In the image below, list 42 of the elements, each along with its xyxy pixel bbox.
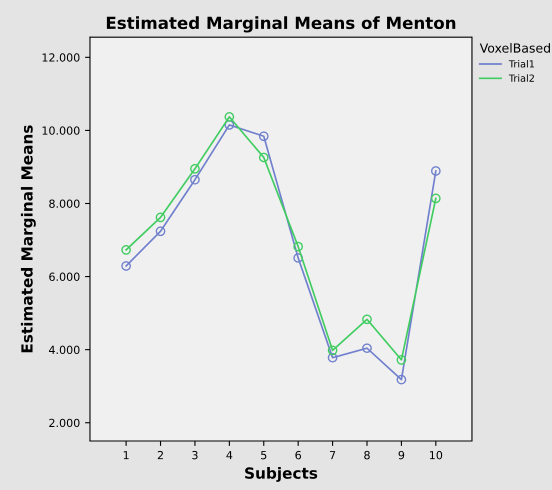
point — [224, 120, 234, 130]
y-tick-label: 12.000 — [42, 53, 80, 62]
point — [293, 242, 304, 252]
legend-label: Trial1 — [508, 60, 534, 68]
point — [430, 166, 441, 176]
y-tick-label: 10.000 — [42, 126, 80, 135]
y-axis-title: Estimated Marginal Means — [20, 125, 36, 352]
point — [430, 194, 441, 204]
point — [190, 164, 200, 174]
x-tick-label: 1 — [124, 451, 129, 460]
point — [121, 245, 131, 255]
point — [156, 212, 166, 222]
point — [396, 374, 406, 384]
point — [258, 131, 269, 142]
y-tick-label: 6.000 — [49, 272, 80, 281]
x-tick-label: 10 — [430, 450, 442, 460]
point — [293, 253, 304, 263]
point — [396, 355, 406, 365]
x-tick-label: 3 — [192, 450, 198, 460]
point — [121, 261, 131, 271]
x-tick-label: 4 — [226, 451, 232, 460]
point — [258, 152, 269, 162]
point — [190, 174, 200, 185]
point — [362, 343, 372, 354]
point — [224, 112, 234, 122]
legend-title: VoxelBased — [480, 43, 550, 53]
x-tick-label: 5 — [261, 451, 266, 460]
x-tick-label: 7 — [330, 451, 336, 460]
x-tick-label: 9 — [398, 450, 404, 460]
y-tick-label: 8.000 — [49, 199, 80, 208]
x-axis-title: Subjects — [245, 467, 318, 482]
point — [156, 226, 166, 236]
y-tick-label: 4.000 — [48, 346, 80, 354]
x-tick-label: 8 — [364, 450, 370, 460]
point — [328, 352, 338, 363]
point — [328, 346, 338, 356]
x-tick-label: 2 — [158, 450, 163, 460]
point — [362, 314, 372, 324]
chart-title: Estimated Marginal Means of Menton — [106, 16, 456, 33]
x-tick-label: 6 — [295, 450, 302, 460]
y-tick-label: 2.000 — [49, 418, 80, 428]
legend-label: Trial2 — [508, 74, 534, 82]
